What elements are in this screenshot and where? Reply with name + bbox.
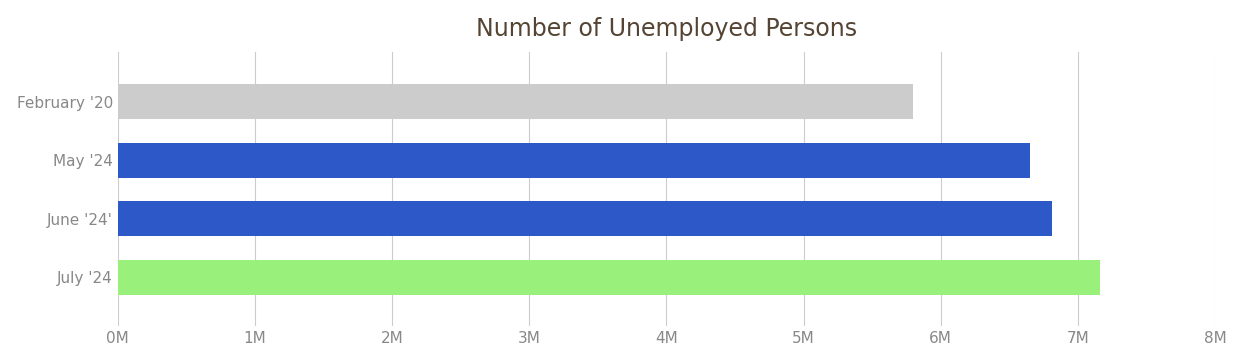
Title: Number of Unemployed Persons: Number of Unemployed Persons: [476, 17, 856, 41]
Bar: [118, 143, 1029, 178]
Bar: [118, 260, 1100, 295]
Bar: [118, 201, 1052, 236]
Bar: [118, 84, 914, 119]
